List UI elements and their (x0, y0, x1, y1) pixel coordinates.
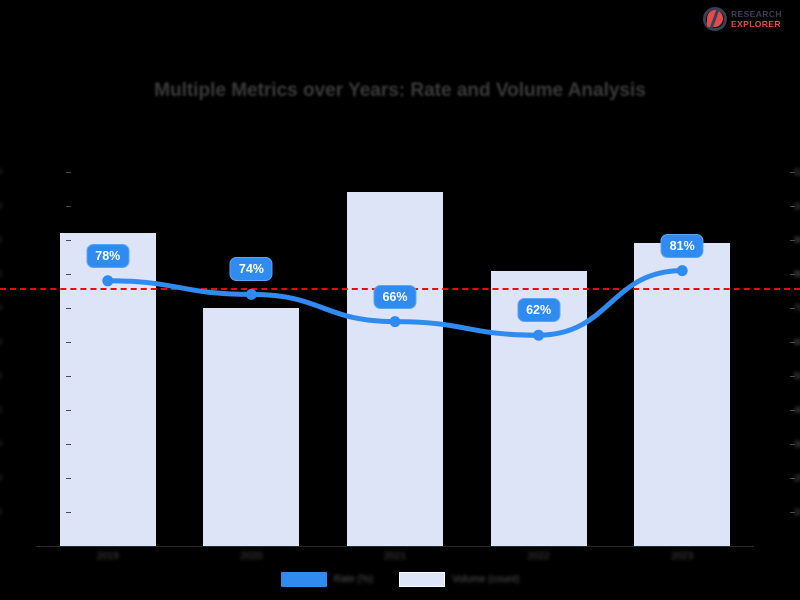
y-tick-label-left: 10 (0, 507, 2, 518)
y-tick-mark-right (790, 478, 795, 479)
bar-2023 (634, 243, 731, 546)
y-tick-label-left: 90 (0, 235, 2, 246)
y-tick-label-left: 40 (0, 405, 2, 416)
y-tick-mark-right (790, 376, 795, 377)
y-tick-label-right: 400 (794, 405, 800, 415)
legend-item-line[interactable]: Rate (%) (280, 572, 374, 587)
data-point-2019 (102, 275, 114, 287)
logo-wordmark: RESEARCH EXPLORER (731, 10, 782, 28)
logo-line-top: RESEARCH (731, 9, 782, 19)
y-tick-mark-left (66, 342, 71, 343)
data-point-2021 (389, 316, 401, 328)
bar-2020 (203, 308, 300, 546)
y-tick-label-left: 70 (0, 303, 2, 314)
y-tick-mark-left (66, 478, 71, 479)
y-tick-mark-right (790, 512, 795, 513)
bar-2021 (347, 192, 443, 546)
y-tick-label-left: 110 (0, 167, 2, 178)
y-tick-mark-left (66, 376, 71, 377)
y-tick-label-right: 900 (794, 235, 800, 245)
chart-title: Multiple Metrics over Years: Rate and Vo… (154, 80, 646, 101)
plot-area: 110 1100 100 1000 90 900 80 800 70 700 60 600 50 500 4… (0, 167, 800, 546)
y-tick-mark-left (66, 240, 71, 241)
y-tick-label-left: 80 (0, 269, 2, 280)
y-tick-mark-left (66, 274, 71, 275)
y-tick-label-right: 1100 (794, 167, 800, 177)
logo-mark-icon (702, 6, 728, 32)
value-label-2019: 78% (86, 243, 130, 268)
legend-swatch-line (280, 572, 327, 587)
line-series (102, 265, 688, 341)
y-tick-mark-left (66, 172, 71, 173)
y-tick-label-left: 30 (0, 439, 2, 450)
data-point-2020 (245, 288, 257, 300)
y-tick-mark-right (790, 410, 795, 411)
x-tick-label-2022: 2022 (527, 551, 550, 562)
chart-legend: Rate (%) Volume (count) (0, 572, 800, 587)
y-tick-label-right: 700 (794, 303, 800, 313)
x-tick-label-2021: 2021 (383, 551, 407, 562)
y-tick-label-right: 500 (794, 371, 800, 381)
y-tick-mark-left (66, 410, 71, 411)
y-tick-mark-right (790, 444, 795, 445)
y-tick-mark-right (790, 342, 795, 343)
value-label-2021: 66% (373, 284, 417, 309)
y-tick-label-right: 300 (794, 439, 800, 449)
y-tick-mark-right (790, 206, 795, 207)
y-tick-label-left: 60 (0, 337, 2, 348)
y-tick-label-right: 800 (794, 269, 800, 279)
y-tick-mark-right (790, 274, 795, 275)
y-tick-label-left: 50 (0, 371, 2, 382)
y-tick-mark-left (66, 444, 71, 445)
y-tick-mark-right (790, 172, 795, 173)
y-tick-label-right: 600 (794, 337, 800, 347)
y-tick-mark-left (66, 308, 71, 309)
y-tick-label-right: 1000 (794, 201, 800, 211)
legend-swatch-bar (399, 572, 446, 587)
x-tick-label-2023: 2023 (671, 551, 694, 562)
x-tick-label-2019: 2019 (96, 551, 119, 562)
data-point-2022 (533, 329, 545, 341)
legend-label-line: Rate (%) (333, 574, 374, 585)
company-logo: RESEARCH EXPLORER (702, 4, 796, 34)
y-tick-label-left: 100 (0, 201, 2, 212)
y-tick-label-right: 100 (794, 507, 800, 517)
logo-line-bottom: EXPLORER (731, 18, 781, 29)
y-tick-label-right: 200 (794, 473, 800, 483)
y-tick-mark-left (66, 512, 71, 513)
legend-item-bar[interactable]: Volume (count) (399, 572, 519, 587)
y-tick-mark-right (790, 308, 795, 309)
x-axis-line (36, 546, 754, 547)
value-label-2022: 62% (517, 298, 561, 323)
data-point-2023 (676, 265, 688, 277)
legend-label-bar: Volume (count) (452, 574, 520, 585)
y-tick-mark-left (66, 206, 71, 207)
value-label-2023: 81% (660, 233, 704, 258)
value-label-2020: 74% (229, 257, 273, 282)
x-tick-label-2020: 2020 (240, 551, 263, 562)
y-tick-mark-right (790, 240, 795, 241)
y-tick-label-left: 20 (0, 473, 2, 484)
line-data-points (102, 265, 688, 341)
